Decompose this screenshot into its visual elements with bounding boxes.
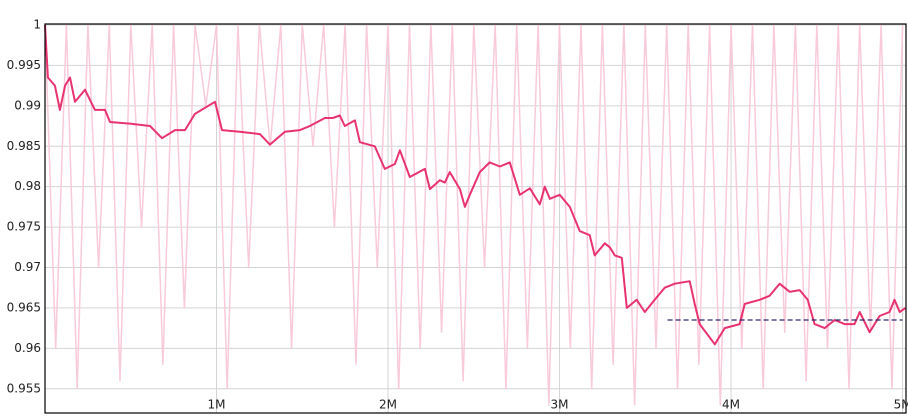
y-tick-label: 0.995 <box>7 58 41 72</box>
x-tick-label: 2M <box>379 398 397 412</box>
line-series <box>44 24 904 406</box>
line-series <box>44 24 907 346</box>
y-tick-label: 0.985 <box>7 139 41 153</box>
y-tick-label: 0.98 <box>14 179 41 193</box>
x-tick-label: 1M <box>208 398 226 412</box>
y-tick-label: 0.965 <box>7 300 41 314</box>
plot-area <box>44 24 907 406</box>
y-tick-label: 0.975 <box>7 220 41 234</box>
y-tick-label: 0.96 <box>14 341 41 355</box>
x-tick-label: 5M <box>894 398 908 412</box>
y-tick-label: 0.99 <box>14 98 41 112</box>
y-tick-label: 1 <box>33 18 41 32</box>
grid <box>45 24 906 413</box>
x-tick-label: 4M <box>722 398 740 412</box>
y-tick-label: 0.955 <box>7 381 41 395</box>
tick-labels: 0.955 0.96 0.965 0.97 0.975 0.98 0.985 0.99 0.99… <box>7 18 908 412</box>
plot-frame <box>44 23 907 414</box>
x-tick-label: 3M <box>551 398 569 412</box>
y-tick-label: 0.97 <box>14 260 41 274</box>
